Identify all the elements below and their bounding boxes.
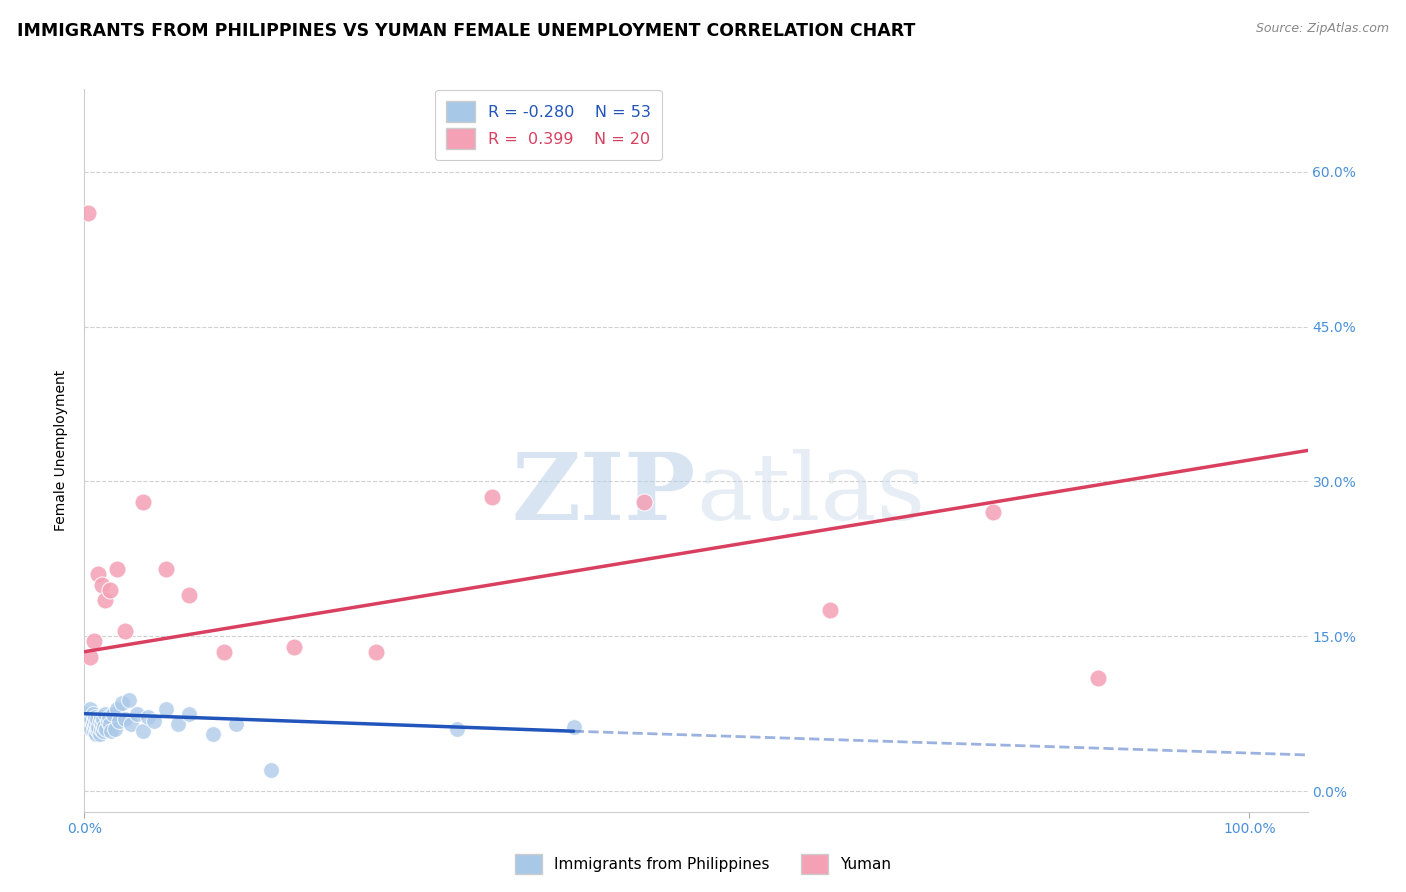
Point <box>114 712 136 726</box>
Point <box>84 727 107 741</box>
Point <box>77 710 100 724</box>
Text: IMMIGRANTS FROM PHILIPPINES VS YUMAN FEMALE UNEMPLOYMENT CORRELATION CHART: IMMIGRANTS FROM PHILIPPINES VS YUMAN FEM… <box>17 22 915 40</box>
Point <box>179 706 201 721</box>
Point <box>179 588 201 602</box>
Point <box>155 701 177 715</box>
Point <box>225 717 247 731</box>
Point <box>94 706 117 721</box>
Point <box>83 714 105 728</box>
Point <box>114 624 136 639</box>
Point <box>98 582 121 597</box>
Point <box>108 714 131 728</box>
Point <box>103 706 125 721</box>
Point <box>93 720 115 734</box>
Point <box>166 717 188 731</box>
Point <box>87 567 110 582</box>
Point <box>283 640 305 654</box>
Point <box>76 714 98 728</box>
Point <box>97 714 120 728</box>
Point <box>1087 671 1109 685</box>
Point <box>83 634 105 648</box>
Point <box>90 717 112 731</box>
Point <box>981 505 1004 519</box>
Point <box>446 722 468 736</box>
Point <box>818 603 841 617</box>
Point <box>90 577 112 591</box>
Point <box>364 645 387 659</box>
Point <box>83 710 105 724</box>
Point <box>212 645 235 659</box>
Point <box>76 206 98 220</box>
Text: Source: ZipAtlas.com: Source: ZipAtlas.com <box>1256 22 1389 36</box>
Point <box>80 722 103 736</box>
Point <box>96 722 118 736</box>
Point <box>86 722 108 736</box>
Point <box>84 717 107 731</box>
Point <box>91 712 114 726</box>
Point <box>131 724 153 739</box>
Point <box>91 724 114 739</box>
Point <box>89 714 111 728</box>
Point <box>143 714 166 728</box>
Point <box>87 724 110 739</box>
Text: atlas: atlas <box>696 449 925 539</box>
Point <box>90 722 112 736</box>
Point <box>105 562 128 576</box>
Point <box>155 562 177 576</box>
Point <box>79 701 101 715</box>
Point <box>131 495 153 509</box>
Point <box>86 712 108 726</box>
Legend: Immigrants from Philippines, Yuman: Immigrants from Philippines, Yuman <box>509 848 897 880</box>
Point <box>76 706 98 721</box>
Point <box>89 727 111 741</box>
Point <box>97 710 120 724</box>
Point <box>111 696 134 710</box>
Point <box>94 593 117 607</box>
Point <box>87 720 110 734</box>
Point <box>100 724 122 739</box>
Point <box>90 710 112 724</box>
Point <box>117 693 139 707</box>
Point <box>260 764 283 778</box>
Point <box>79 717 101 731</box>
Point <box>125 706 148 721</box>
Point <box>481 490 503 504</box>
Point <box>98 717 121 731</box>
Text: ZIP: ZIP <box>512 449 696 539</box>
Point <box>104 722 127 736</box>
Point <box>138 710 160 724</box>
Point <box>120 717 142 731</box>
Point <box>562 720 585 734</box>
Point <box>633 495 655 509</box>
Y-axis label: Female Unemployment: Female Unemployment <box>55 370 69 531</box>
Point <box>79 649 101 664</box>
Legend: R = -0.280    N = 53, R =  0.399    N = 20: R = -0.280 N = 53, R = 0.399 N = 20 <box>434 90 662 160</box>
Point <box>80 712 103 726</box>
Point <box>83 720 105 734</box>
Point <box>82 717 104 731</box>
Point <box>83 724 105 739</box>
Point <box>201 727 224 741</box>
Point <box>105 701 128 715</box>
Point <box>82 706 104 721</box>
